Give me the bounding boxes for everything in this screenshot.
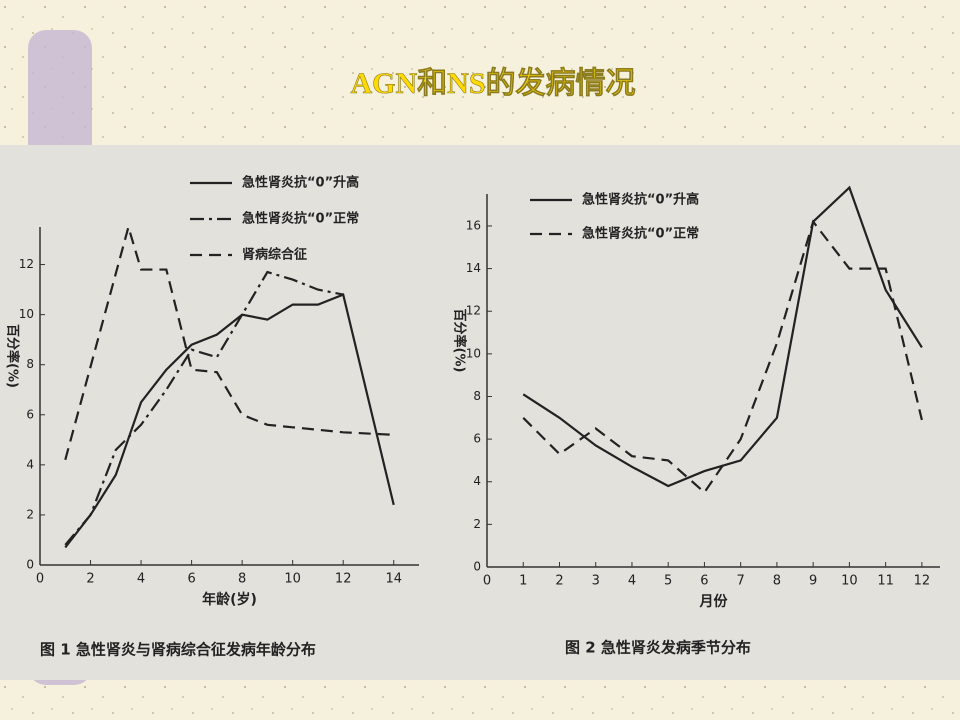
- x-tick-label: 8: [773, 574, 781, 589]
- legend-label: 急性肾炎抗“0”升高: [582, 192, 699, 208]
- x-tick-label: 6: [700, 574, 708, 589]
- x-tick-label: 2: [86, 572, 94, 587]
- legend-label: 急性肾炎抗“0”正常: [242, 211, 359, 227]
- x-tick-label: 12: [914, 574, 931, 589]
- y-axis-label: 百分率(%): [5, 324, 21, 388]
- series-line: [522, 219, 923, 495]
- x-tick-label: 1: [519, 574, 527, 589]
- chart-title: 图 2 急性肾炎发病季节分布: [565, 639, 751, 657]
- y-axis-label: 百分率(%): [452, 309, 468, 373]
- slide-title: AGN和NS的发病情况: [350, 67, 635, 100]
- y-tick-label: 4: [26, 457, 34, 471]
- chart-title: 图 1 急性肾炎与肾病综合征发病年龄分布: [40, 641, 316, 659]
- y-tick-label: 6: [26, 407, 34, 421]
- legend-label: 急性肾炎抗“0”升高: [242, 175, 359, 191]
- x-tick-label: 0: [36, 572, 44, 587]
- series-line: [64, 222, 394, 461]
- y-tick-label: 2: [473, 517, 481, 531]
- y-tick-label: 8: [473, 389, 481, 403]
- series-line: [64, 293, 395, 549]
- y-tick-label: 4: [473, 474, 481, 488]
- legend-label: 肾病综合征: [242, 247, 307, 263]
- x-axis-label: 年龄(岁): [202, 591, 257, 608]
- x-tick-label: 14: [385, 572, 402, 587]
- x-tick-label: 2: [555, 574, 563, 589]
- x-tick-label: 10: [284, 572, 301, 587]
- x-axis-label: 月份: [699, 593, 729, 610]
- y-tick-label: 10: [19, 307, 34, 321]
- x-tick-label: 12: [335, 572, 352, 587]
- y-tick-label: 16: [466, 218, 481, 232]
- y-tick-label: 12: [466, 304, 481, 318]
- x-tick-label: 0: [483, 574, 491, 589]
- x-tick-label: 11: [877, 574, 894, 589]
- x-tick-label: 7: [737, 574, 745, 589]
- x-tick-label: 10: [841, 574, 858, 589]
- y-tick-label: 8: [26, 357, 34, 371]
- x-tick-label: 6: [187, 572, 195, 587]
- scan-area: [0, 145, 960, 680]
- legend-label: 急性肾炎抗“0”正常: [582, 226, 699, 242]
- y-tick-label: 2: [26, 507, 34, 521]
- series-line: [64, 270, 344, 546]
- x-tick-label: 4: [137, 572, 145, 587]
- y-tick-label: 0: [473, 560, 481, 574]
- x-tick-label: 9: [809, 574, 817, 589]
- x-tick-label: 4: [628, 574, 636, 589]
- y-tick-label: 6: [473, 432, 481, 446]
- y-tick-label: 10: [466, 346, 481, 360]
- x-tick-label: 8: [238, 572, 246, 587]
- y-tick-label: 14: [466, 261, 481, 275]
- y-tick-label: 12: [19, 257, 34, 271]
- x-tick-label: 3: [592, 574, 600, 589]
- y-tick-label: 0: [26, 558, 34, 572]
- x-tick-label: 5: [664, 574, 672, 589]
